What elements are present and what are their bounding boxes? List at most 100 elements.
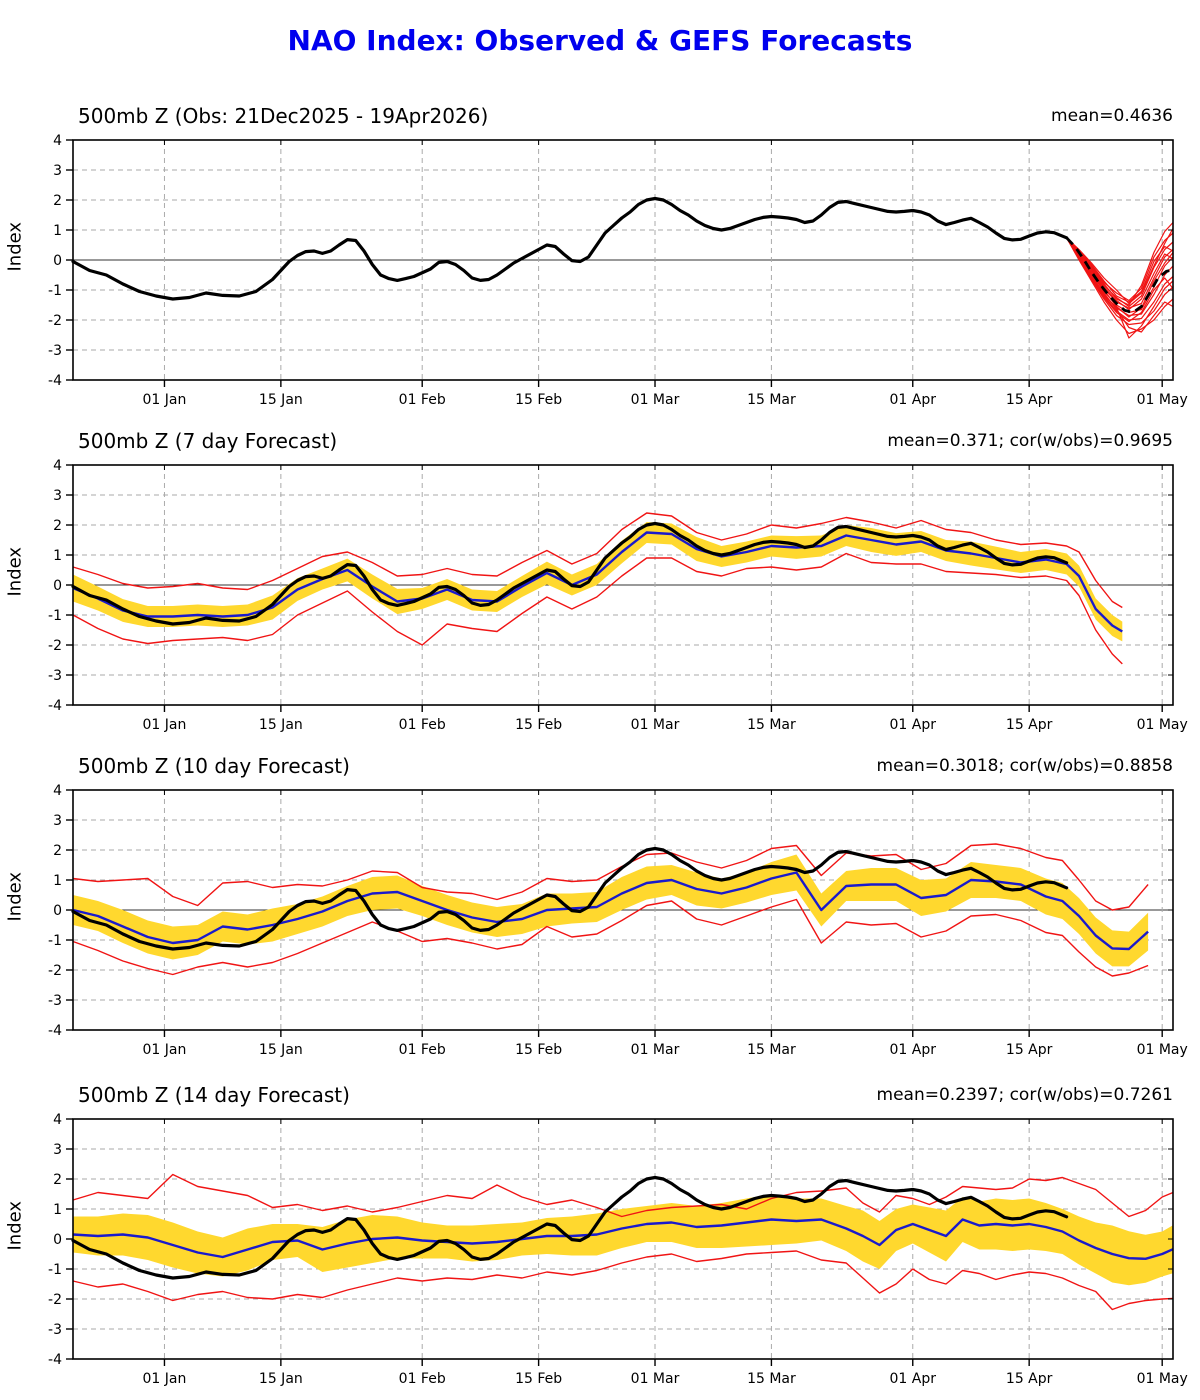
y-tick-label: 2 xyxy=(53,1172,62,1188)
y-tick-label: -4 xyxy=(48,373,62,389)
y-tick-label: 1 xyxy=(53,223,62,239)
panel-stats-10day: mean=0.3018; cor(w/obs)=0.8858 xyxy=(876,756,1173,776)
gridlines xyxy=(73,140,1173,380)
y-axis-title-7day: Index xyxy=(4,546,26,597)
x-tick-label: 01 Apr xyxy=(890,1042,937,1058)
panel-header-obs: 500mb Z (Obs: 21Dec2025 - 19Apr2026) mea… xyxy=(73,102,1173,128)
envelope-lower-line xyxy=(72,1250,1174,1311)
x-tick-label: 15 Mar xyxy=(747,1042,796,1058)
x-tick-label: 01 Mar xyxy=(631,1042,680,1058)
y-tick-label: 4 xyxy=(53,1112,62,1128)
y-tick-label: 0 xyxy=(53,903,62,919)
y-tick-label: -4 xyxy=(48,698,62,714)
x-tick-label: 01 Jan xyxy=(143,1371,187,1387)
y-axis-title-obs: Index xyxy=(4,221,26,272)
envelope-lower-line xyxy=(72,898,1149,977)
y-tick-label: 3 xyxy=(53,488,62,504)
y-tick-label: -3 xyxy=(48,993,62,1009)
y-tick-label: 2 xyxy=(53,518,62,534)
ensemble-member-line xyxy=(1066,237,1174,326)
panel-title-obs: 500mb Z (Obs: 21Dec2025 - 19Apr2026) xyxy=(78,104,489,128)
spread-band xyxy=(73,522,1123,642)
panel-title-7day: 500mb Z (7 day Forecast) xyxy=(78,429,338,453)
ensemble-member-line xyxy=(1066,237,1174,335)
x-tick-label: 01 Mar xyxy=(631,392,680,408)
x-tick-label: 15 Feb xyxy=(515,392,562,408)
envelope-lower-line xyxy=(72,552,1123,665)
x-tick-label: 15 Feb xyxy=(515,1042,562,1058)
envelope-upper-line xyxy=(72,843,1149,911)
forecast-mean-line xyxy=(72,531,1123,633)
x-tick-label: 01 May xyxy=(1137,392,1188,408)
x-tick-label: 01 Feb xyxy=(399,717,446,733)
x-tick-label: 01 Mar xyxy=(631,717,680,733)
x-tick-label: 01 Apr xyxy=(890,717,937,733)
y-tick-label: 1 xyxy=(53,873,62,889)
panel-obs: 4 3 2 1 0 -1 -2 -3 -4 01 Jan 15 Jan 01 Feb 15 Feb 01 … xyxy=(48,133,1188,408)
ensemble-member-line xyxy=(1066,237,1174,311)
axis-ticks: 4 3 2 1 0 -1 -2 -3 -4 01 Jan 15 Jan 01 Feb 15 Feb 01 … xyxy=(48,458,1188,733)
y-tick-label: -1 xyxy=(48,933,62,949)
observed-line xyxy=(71,846,1069,951)
observed-line xyxy=(71,1175,1069,1280)
y-tick-label: -1 xyxy=(48,283,62,299)
spread-band xyxy=(73,1194,1173,1286)
panel-stats-obs: mean=0.4636 xyxy=(1051,106,1173,126)
x-tick-label: 01 Feb xyxy=(399,1371,446,1387)
x-tick-label: 01 May xyxy=(1137,717,1188,733)
y-tick-label: 3 xyxy=(53,813,62,829)
y-tick-label: -1 xyxy=(48,608,62,624)
x-tick-label: 01 Apr xyxy=(890,392,937,408)
panel-header-14day: 500mb Z (14 day Forecast) mean=0.2397; c… xyxy=(73,1081,1173,1107)
x-tick-label: 15 Mar xyxy=(747,1371,796,1387)
observed-line xyxy=(71,521,1069,626)
observed-line xyxy=(71,196,1069,301)
x-tick-label: 01 Feb xyxy=(399,1042,446,1058)
gridlines xyxy=(73,465,1173,705)
x-tick-label: 01 Mar xyxy=(631,1371,680,1387)
y-tick-label: -2 xyxy=(48,1292,62,1308)
x-tick-label: 15 Mar xyxy=(747,717,796,733)
x-tick-label: 15 Jan xyxy=(259,1371,303,1387)
forecast-mean-line xyxy=(72,871,1149,951)
y-tick-label: -3 xyxy=(48,668,62,684)
y-tick-label: -3 xyxy=(48,1322,62,1338)
panel-header-7day: 500mb Z (7 day Forecast) mean=0.371; cor… xyxy=(73,427,1173,453)
axis-ticks: 4 3 2 1 0 -1 -2 -3 -4 01 Jan 15 Jan 01 Feb 15 Feb 01 … xyxy=(48,783,1188,1058)
spread-band xyxy=(73,854,1149,967)
x-tick-label: 01 May xyxy=(1137,1371,1188,1387)
x-tick-label: 15 Apr xyxy=(1006,717,1053,733)
y-tick-label: -2 xyxy=(48,963,62,979)
x-tick-label: 15 Mar xyxy=(747,392,796,408)
x-tick-label: 15 Jan xyxy=(259,1042,303,1058)
x-tick-label: 15 Feb xyxy=(515,1371,562,1387)
x-tick-label: 15 Apr xyxy=(1006,1371,1053,1387)
panel-title-10day: 500mb Z (10 day Forecast) xyxy=(78,754,350,778)
panel-header-10day: 500mb Z (10 day Forecast) mean=0.3018; c… xyxy=(73,752,1173,778)
x-tick-label: 15 Jan xyxy=(259,392,303,408)
envelope-upper-line xyxy=(72,512,1123,609)
y-axis-title-10day: Index xyxy=(4,871,26,922)
panel-stats-7day: mean=0.371; cor(w/obs)=0.9695 xyxy=(887,431,1173,451)
panel-fcst7: 4 3 2 1 0 -1 -2 -3 -4 01 Jan 15 Jan 01 Feb 15 Feb 01 … xyxy=(48,458,1188,733)
y-tick-label: 3 xyxy=(53,163,62,179)
y-tick-label: 2 xyxy=(53,193,62,209)
x-tick-label: 01 Apr xyxy=(890,1371,937,1387)
panel-stats-14day: mean=0.2397; cor(w/obs)=0.7261 xyxy=(876,1085,1173,1105)
gridlines xyxy=(73,790,1173,1030)
ensemble-mean-dashed-line xyxy=(1065,236,1174,314)
page-title: NAO Index: Observed & GEFS Forecasts xyxy=(287,24,913,57)
x-tick-label: 01 Feb xyxy=(399,392,446,408)
y-tick-label: 0 xyxy=(53,1232,62,1248)
y-tick-label: -2 xyxy=(48,313,62,329)
x-tick-label: 15 Feb xyxy=(515,717,562,733)
x-tick-label: 15 Jan xyxy=(259,717,303,733)
panel-fcst14: 4 3 2 1 0 -1 -2 -3 -4 01 Jan 15 Jan 01 Feb 15 Feb 01 … xyxy=(48,1112,1188,1387)
x-tick-label: 01 Jan xyxy=(143,392,187,408)
panel-fcst10: 4 3 2 1 0 -1 -2 -3 -4 01 Jan 15 Jan 01 Feb 15 Feb 01 … xyxy=(48,783,1188,1058)
x-tick-label: 15 Apr xyxy=(1006,1042,1053,1058)
y-tick-label: -1 xyxy=(48,1262,62,1278)
y-tick-label: 3 xyxy=(53,1142,62,1158)
